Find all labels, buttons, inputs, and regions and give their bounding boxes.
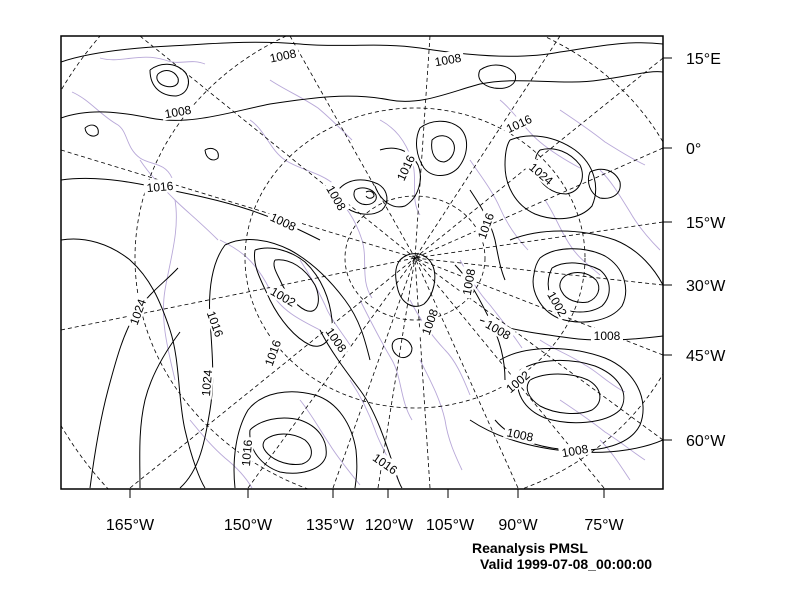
lat-label: 60°W — [686, 433, 726, 450]
right-axis-ticks — [663, 57, 672, 441]
lon-label: 90°W — [498, 517, 538, 534]
contour-label: 1008 — [460, 267, 478, 296]
contour-label: 1008 — [434, 51, 463, 69]
lat-label: 30°W — [686, 278, 726, 295]
lon-label: 150°W — [224, 517, 273, 534]
caption-title: Reanalysis PMSL — [472, 540, 588, 556]
plot-frame — [60, 35, 664, 490]
lon-label: 75°W — [584, 517, 624, 534]
contour-label: 1016 — [204, 309, 226, 339]
contour-label: 1008 — [164, 103, 193, 121]
lat-label: 15°E — [686, 51, 721, 68]
coastlines — [71, 56, 661, 489]
contour-label: 1016 — [146, 179, 174, 195]
lon-label: 135°W — [306, 517, 355, 534]
contour-label: 1008 — [505, 425, 534, 444]
bottom-axis-ticks — [129, 489, 605, 498]
lon-label: 165°W — [106, 517, 155, 534]
contour-label: 1016 — [262, 338, 284, 368]
contour-value-labels: 1008 1008 1008 1016 1016 1024 1008 1016 … — [125, 44, 623, 479]
contour-label: 1024 — [127, 297, 149, 327]
contour-label: 1008 — [419, 307, 441, 337]
contour-label: 1024 — [199, 369, 215, 397]
lat-label: 45°W — [686, 348, 726, 365]
contour-label: 1008 — [594, 329, 621, 343]
contour-label: 1016 — [239, 439, 255, 467]
contour-label: 1008 — [268, 46, 297, 65]
lon-label: 105°W — [426, 517, 475, 534]
contour-label: 1008 — [561, 442, 590, 460]
isobars — [61, 41, 663, 489]
bottom-axis-labels: 165°W 150°W 135°W 120°W 105°W 90°W 75°W — [106, 517, 625, 534]
lat-label: 15°W — [686, 215, 726, 232]
lat-label: 0° — [686, 141, 701, 158]
right-axis-labels: 15°E 0° 15°W 30°W 45°W 60°W — [686, 51, 726, 450]
caption-valid-time: Valid 1999-07-08_00:00:00 — [480, 556, 653, 572]
lon-label: 120°W — [365, 517, 414, 534]
